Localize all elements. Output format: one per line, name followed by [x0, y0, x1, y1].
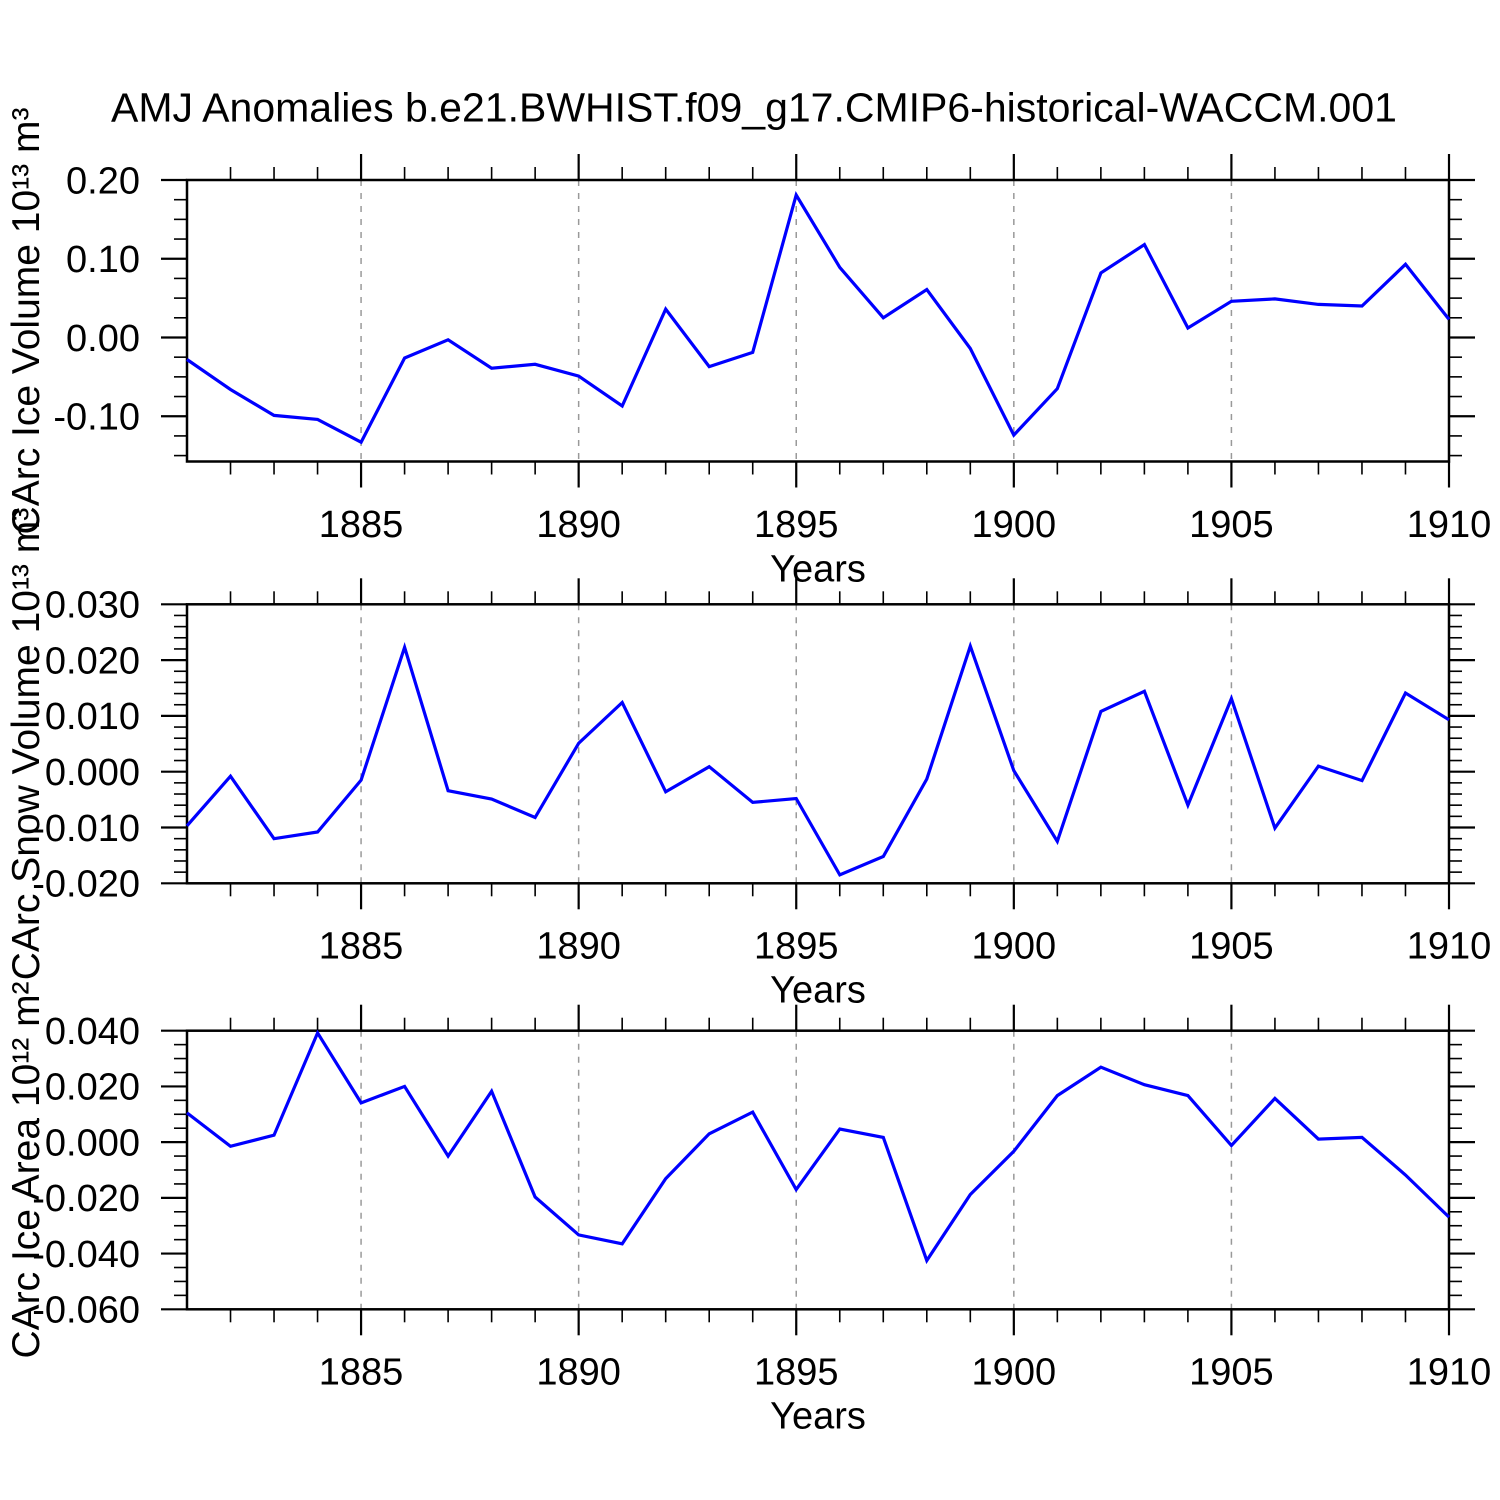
x-tick-label: 1905	[1189, 1352, 1274, 1394]
x-tick-label: 1900	[972, 926, 1057, 968]
x-tick-label: 1890	[536, 926, 621, 968]
y-tick-label: 0.040	[45, 1011, 140, 1053]
x-tick-label: 1895	[754, 1352, 839, 1394]
x-tick-label: 1905	[1189, 504, 1274, 546]
x-tick-label: 1895	[754, 926, 839, 968]
y-tick-label: 0.000	[45, 752, 140, 794]
x-tick-label: 1885	[319, 1352, 404, 1394]
x-tick-label: 1900	[972, 1352, 1057, 1394]
y-tick-label: 0.020	[45, 640, 140, 682]
panel-carc-ice-area: 0.040 0.020 0.000 -0.020 -0.040 -0.060 1885 189…	[32, 1004, 1492, 1394]
series-carc-snow-volume	[185, 641, 1450, 877]
y-tick-label: 0.00	[66, 318, 140, 360]
y-tick-label: 0.010	[45, 696, 140, 738]
x-tick-label: 1910	[1407, 926, 1492, 968]
x-axis-title-panel3: Years	[770, 1395, 866, 1438]
y-tick-label: 0.020	[45, 1067, 140, 1109]
y-tick-label: 0.10	[66, 239, 140, 281]
y-tick-label: -0.010	[32, 808, 140, 850]
x-tick-label: 1885	[319, 926, 404, 968]
chart-title: AMJ Anomalies b.e21.BWHIST.f09_g17.CMIP6…	[111, 84, 1397, 131]
plot-border	[185, 1029, 1451, 1311]
y-tick-label: 0.20	[66, 160, 140, 202]
panel-carc-snow-volume: 0.030 0.020 0.010 0.000 -0.010 -0.020 1885 1890…	[32, 578, 1492, 968]
x-tick-label: 1890	[536, 1352, 621, 1394]
x-tick-label: 1885	[319, 504, 404, 546]
x-tick-label: 1905	[1189, 926, 1274, 968]
x-tick-label: 1895	[754, 504, 839, 546]
y-tick-label: -0.10	[53, 397, 140, 439]
panel-carc-ice-volume: 0.20 0.10 0.00 -0.10 1885 1890 1895 1900 1905 191…	[53, 154, 1491, 546]
series-carc-ice-area	[186, 1029, 1451, 1265]
y-tick-label: -0.060	[32, 1290, 140, 1332]
x-tick-label: 1910	[1407, 1352, 1492, 1394]
plot-border	[185, 603, 1451, 885]
x-axis-title-panel2: Years	[770, 969, 866, 1012]
x-tick-label: 1910	[1407, 504, 1492, 546]
plot-border	[185, 178, 1451, 463]
x-tick-label: 1900	[972, 504, 1057, 546]
y-tick-label: -0.020	[32, 864, 140, 906]
x-axis-title-panel1: Years	[770, 548, 866, 590]
y-tick-label: -0.020	[32, 1178, 140, 1220]
y-tick-label: 0.030	[45, 585, 140, 627]
y-tick-label: -0.040	[32, 1234, 140, 1276]
series-carc-ice-volume	[186, 190, 1451, 445]
y-tick-label: 0.000	[45, 1122, 140, 1164]
x-tick-label: 1890	[536, 504, 621, 546]
